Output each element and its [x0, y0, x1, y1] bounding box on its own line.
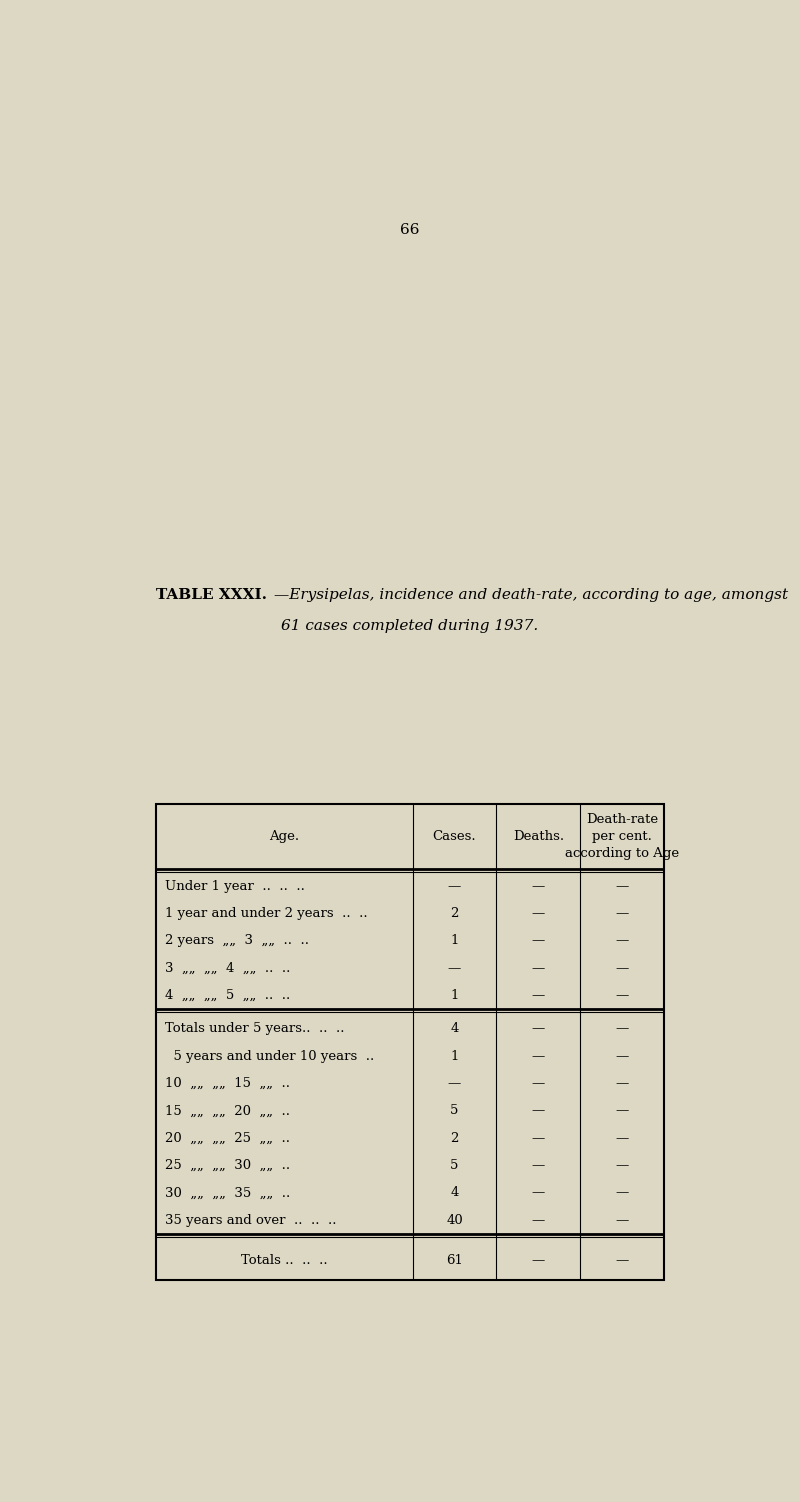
Text: 61 cases completed during 1937.: 61 cases completed during 1937.	[282, 619, 538, 634]
Text: —: —	[616, 1050, 629, 1063]
Text: —: —	[532, 1214, 545, 1227]
Text: —: —	[448, 961, 461, 975]
Text: 2: 2	[450, 907, 458, 919]
Text: —: —	[448, 880, 461, 892]
Text: —: —	[532, 1050, 545, 1063]
Text: Totals under 5 years..  ..  ..: Totals under 5 years.. .. ..	[165, 1023, 345, 1035]
Text: —: —	[616, 1214, 629, 1227]
Text: —: —	[616, 1077, 629, 1090]
Text: 3  „„  „„  4  „„  ..  ..: 3 „„ „„ 4 „„ .. ..	[165, 961, 290, 975]
Text: —: —	[532, 1077, 545, 1090]
Text: —: —	[616, 1023, 629, 1035]
Text: —: —	[616, 907, 629, 919]
Text: 2 years  „„  3  „„  ..  ..: 2 years „„ 3 „„ .. ..	[165, 934, 309, 948]
Text: Death-rate
per cent.
according to Age: Death-rate per cent. according to Age	[565, 813, 679, 861]
Text: 2: 2	[450, 1133, 458, 1145]
Text: 1: 1	[450, 1050, 458, 1063]
Text: Under 1 year  ..  ..  ..: Under 1 year .. .. ..	[165, 880, 305, 892]
Text: 66: 66	[400, 222, 420, 237]
Text: —: —	[532, 1254, 545, 1266]
Text: 4: 4	[450, 1187, 458, 1200]
Text: —: —	[616, 961, 629, 975]
Text: 15  „„  „„  20  „„  ..: 15 „„ „„ 20 „„ ..	[165, 1104, 290, 1117]
Text: TABLE XXXI.: TABLE XXXI.	[156, 589, 267, 602]
Text: —: —	[616, 1160, 629, 1172]
Text: 5 years and under 10 years  ..: 5 years and under 10 years ..	[165, 1050, 374, 1063]
Text: 1 year and under 2 years  ..  ..: 1 year and under 2 years .. ..	[165, 907, 368, 919]
Text: 61: 61	[446, 1254, 463, 1266]
Text: —: —	[532, 1104, 545, 1117]
Text: 20  „„  „„  25  „„  ..: 20 „„ „„ 25 „„ ..	[165, 1133, 290, 1145]
Text: —: —	[532, 988, 545, 1002]
Bar	[156, 804, 664, 1280]
Text: —: —	[532, 1023, 545, 1035]
Text: —: —	[532, 1160, 545, 1172]
Text: 5: 5	[450, 1160, 458, 1172]
Text: —: —	[616, 1187, 629, 1200]
Text: Deaths.: Deaths.	[513, 831, 564, 843]
Text: 1: 1	[450, 934, 458, 948]
Text: 10  „„  „„  15  „„  ..: 10 „„ „„ 15 „„ ..	[165, 1077, 290, 1090]
Text: —: —	[532, 880, 545, 892]
Text: Age.: Age.	[269, 831, 299, 843]
Text: —: —	[616, 880, 629, 892]
Text: —: —	[448, 1077, 461, 1090]
Text: —: —	[616, 1104, 629, 1117]
Text: —: —	[616, 1254, 629, 1266]
Text: Totals ..  ..  ..: Totals .. .. ..	[241, 1254, 327, 1266]
Text: —: —	[532, 907, 545, 919]
Text: 4: 4	[450, 1023, 458, 1035]
Text: —: —	[616, 1133, 629, 1145]
Text: 1: 1	[450, 988, 458, 1002]
Text: 40: 40	[446, 1214, 463, 1227]
Text: —: —	[616, 988, 629, 1002]
Text: Cases.: Cases.	[433, 831, 476, 843]
Text: —Erysipelas, incidence and death-rate, according to age, amongst: —Erysipelas, incidence and death-rate, a…	[274, 589, 788, 602]
Text: 25  „„  „„  30  „„  ..: 25 „„ „„ 30 „„ ..	[165, 1160, 290, 1172]
Text: —: —	[532, 1133, 545, 1145]
Text: —: —	[616, 934, 629, 948]
Text: —: —	[532, 934, 545, 948]
Text: 35 years and over  ..  ..  ..: 35 years and over .. .. ..	[165, 1214, 337, 1227]
Text: —: —	[532, 1187, 545, 1200]
Text: 5: 5	[450, 1104, 458, 1117]
Text: 4  „„  „„  5  „„  ..  ..: 4 „„ „„ 5 „„ .. ..	[165, 988, 290, 1002]
Text: 30  „„  „„  35  „„  ..: 30 „„ „„ 35 „„ ..	[165, 1187, 290, 1200]
Text: —: —	[532, 961, 545, 975]
